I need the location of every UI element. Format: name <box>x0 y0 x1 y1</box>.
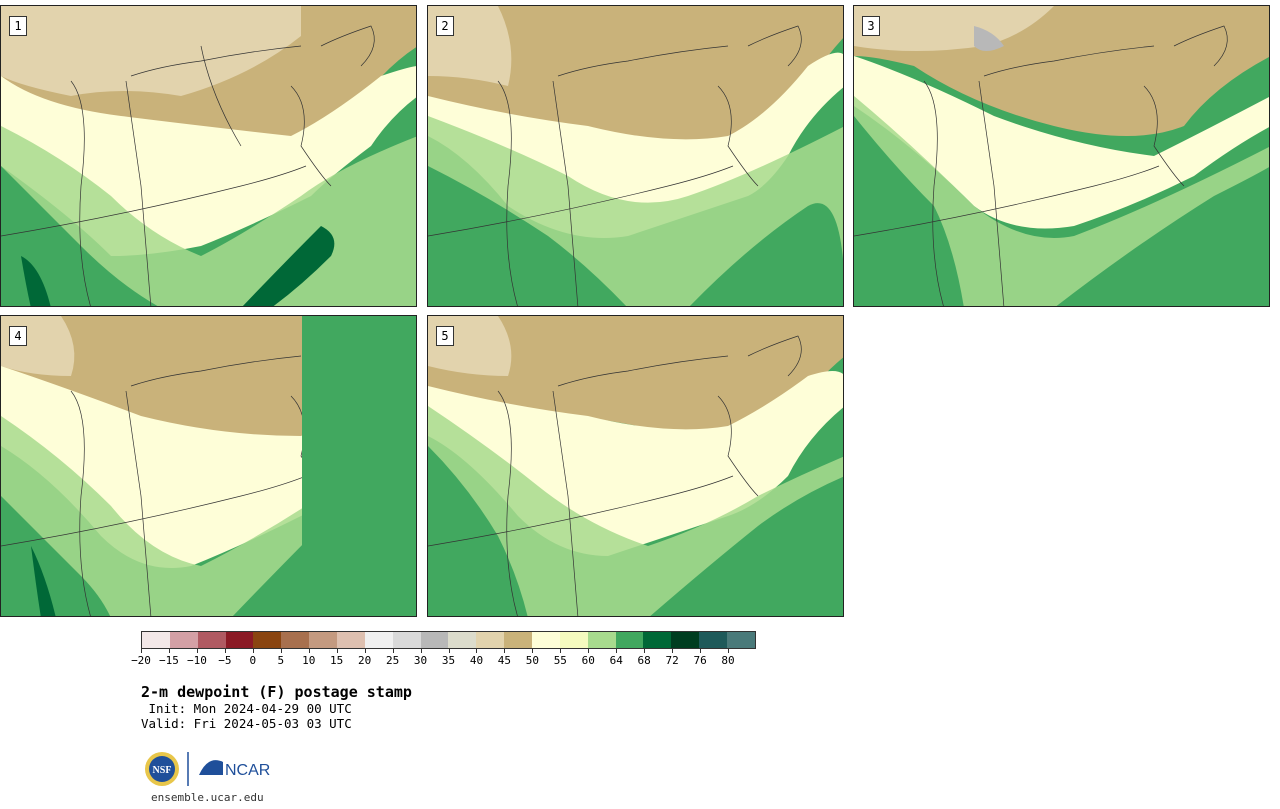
colorbar-tick <box>532 649 534 653</box>
colorbar-tick-label: 68 <box>637 654 651 667</box>
colorbar-segment <box>142 632 170 648</box>
colorbar-tick <box>588 649 590 653</box>
colorbar-tick-label: 60 <box>581 654 595 667</box>
colorbar-ticks: −20 −15 −10 −5 0 5 10 15 20 25 30 35 40 45 50 55 60 64 68 7… <box>131 649 756 671</box>
colorbar-tick-label: −15 <box>159 654 179 667</box>
panel-label: 1 <box>9 16 27 36</box>
nsf-ncar-logo: NSF NCAR <box>145 752 270 786</box>
colorbar-segment <box>671 632 700 648</box>
colorbar-tick-label: 5 <box>277 654 285 667</box>
colorbar-tick-label: 0 <box>249 654 257 667</box>
dewpoint-colorbar <box>141 631 756 649</box>
colorbar-segment <box>337 632 365 648</box>
colorbar-segment <box>420 632 449 648</box>
colorbar-tick-label: 72 <box>665 654 679 667</box>
colorbar-tick <box>168 649 170 653</box>
colorbar-tick <box>700 649 702 653</box>
colorbar-tick-label: 76 <box>693 654 707 667</box>
colorbar-segment <box>615 632 644 648</box>
colorbar-tick <box>364 649 366 653</box>
nsf-logo-icon: NSF <box>145 752 179 786</box>
colorbar-tick <box>616 649 618 653</box>
ncar-logo-text: NCAR <box>225 762 270 779</box>
colorbar-segment <box>476 632 505 648</box>
colorbar-tick <box>308 649 310 653</box>
colorbar-tick-label: −10 <box>186 654 207 667</box>
colorbar-tick <box>644 649 646 653</box>
dewpoint-field-2 <box>428 6 843 306</box>
colorbar-tick <box>448 649 450 653</box>
colorbar-tick-label: 40 <box>469 654 484 667</box>
colorbar-segment <box>727 632 755 648</box>
ensemble-member-map-3: 3 <box>853 5 1270 307</box>
ensemble-member-map-5: 5 <box>427 315 844 617</box>
colorbar-tick <box>504 649 506 653</box>
colorbar-tick-label: 10 <box>302 654 316 667</box>
logos: NSF NCAR <box>143 750 283 790</box>
colorbar-tick-label: −20 <box>131 654 151 667</box>
colorbar-segment <box>281 632 310 648</box>
colorbar-tick <box>196 649 198 653</box>
nsf-logo-text: NSF <box>153 765 172 776</box>
ensemble-member-map-4: 4 <box>0 315 417 617</box>
colorbar-tick <box>392 649 394 653</box>
colorbar-tick <box>141 649 142 653</box>
colorbar-tick-label: 45 <box>497 654 512 667</box>
colorbar-tick-label: −5 <box>218 654 232 667</box>
colorbar-segment <box>448 632 477 648</box>
colorbar-segment <box>699 632 728 648</box>
colorbar-tick <box>476 649 478 653</box>
colorbar-tick-label: 64 <box>609 654 623 667</box>
colorbar-segment <box>532 632 560 648</box>
colorbar-tick-label: 50 <box>525 654 539 667</box>
colorbar-tick <box>728 649 730 653</box>
init-time: Init: Mon 2024-04-29 00 UTC <box>141 701 352 716</box>
plot-title: 2-m dewpoint (F) postage stamp <box>141 683 412 701</box>
colorbar-tick <box>280 649 282 653</box>
colorbar-tick-label: 20 <box>358 654 372 667</box>
colorbar-tick-label: 35 <box>441 654 456 667</box>
colorbar-segment <box>225 632 254 648</box>
colorbar-segment <box>169 632 198 648</box>
colorbar-tick-label: 25 <box>385 654 400 667</box>
ensemble-member-map-1: 1 <box>0 5 417 307</box>
colorbar-segment <box>559 632 588 648</box>
colorbar-segment <box>364 632 393 648</box>
colorbar-tick <box>336 649 338 653</box>
panel-label: 3 <box>862 16 880 36</box>
colorbar-tick <box>672 649 674 653</box>
colorbar-tick <box>252 649 254 653</box>
colorbar-tick <box>224 649 226 653</box>
dewpoint-field-5 <box>428 316 843 616</box>
dewpoint-field-1 <box>1 6 416 306</box>
colorbar-segment <box>309 632 338 648</box>
colorbar-segment <box>504 632 533 648</box>
dewpoint-field-4 <box>1 316 302 616</box>
ensemble-member-map-2: 2 <box>427 5 844 307</box>
ncar-logo-icon: NCAR <box>199 760 270 779</box>
colorbar-segment <box>643 632 672 648</box>
colorbar-tick-label: 30 <box>413 654 428 667</box>
colorbar-segment <box>392 632 421 648</box>
dewpoint-field-3 <box>854 6 1269 306</box>
colorbar-segment <box>587 632 616 648</box>
valid-time: Valid: Fri 2024-05-03 03 UTC <box>141 716 352 731</box>
panel-label: 2 <box>436 16 454 36</box>
panel-label: 4 <box>9 326 27 346</box>
panel-label: 5 <box>436 326 454 346</box>
colorbar-segment <box>253 632 282 648</box>
site-url[interactable]: ensemble.ucar.edu <box>151 791 264 804</box>
colorbar-tick-label: 15 <box>330 654 344 667</box>
colorbar-tick <box>560 649 562 653</box>
colorbar-tick <box>420 649 422 653</box>
colorbar-tick-label: 55 <box>553 654 567 667</box>
colorbar-tick-label: 80 <box>721 654 735 667</box>
colorbar-segment <box>197 632 226 648</box>
